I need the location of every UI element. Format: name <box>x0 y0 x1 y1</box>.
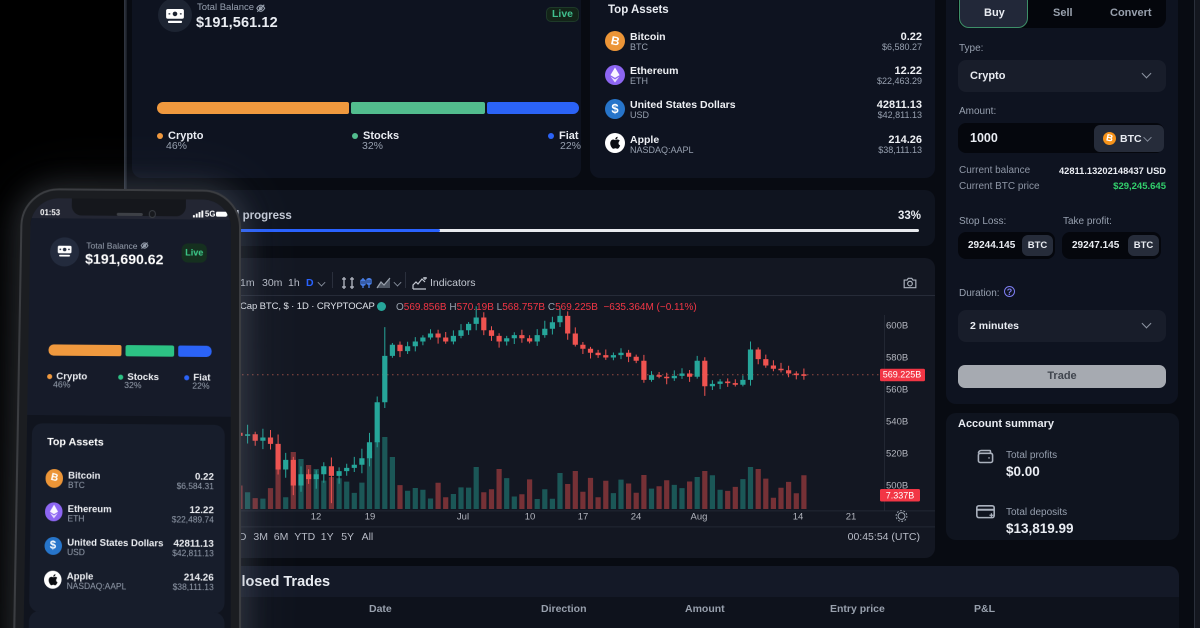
svg-text:6M: 6M <box>274 531 289 543</box>
svg-text:Aug: Aug <box>691 512 708 523</box>
svg-text:12: 12 <box>311 512 322 523</box>
svg-text:All: All <box>362 531 374 543</box>
svg-text:10: 10 <box>525 512 536 523</box>
svg-text:17: 17 <box>578 512 589 523</box>
svg-text:1Y: 1Y <box>321 531 334 543</box>
svg-text:500B: 500B <box>886 481 908 492</box>
svg-text:560B: 560B <box>886 385 908 396</box>
svg-text:Jul: Jul <box>457 512 469 523</box>
svg-text:580B: 580B <box>886 353 908 364</box>
svg-text:14: 14 <box>793 512 804 523</box>
svg-text:21: 21 <box>846 512 857 523</box>
svg-text:3M: 3M <box>253 531 268 543</box>
svg-text:YTD: YTD <box>294 531 315 543</box>
svg-text:540B: 540B <box>886 417 908 428</box>
svg-text:00:45:54 (UTC): 00:45:54 (UTC) <box>848 531 920 543</box>
svg-text:19: 19 <box>365 512 376 523</box>
svg-text:7.337B: 7.337B <box>886 491 915 501</box>
svg-text:520B: 520B <box>886 449 908 460</box>
svg-text:569.225B: 569.225B <box>883 370 922 380</box>
svg-text:5Y: 5Y <box>341 531 354 543</box>
svg-text:24: 24 <box>631 512 642 523</box>
svg-text:600B: 600B <box>886 321 908 332</box>
